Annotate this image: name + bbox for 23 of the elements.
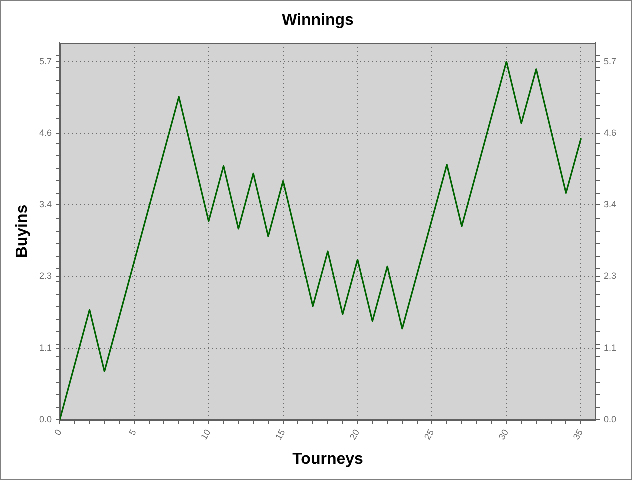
- chart-title: Winnings: [282, 12, 354, 30]
- y-tick-label: 0.0: [39, 414, 52, 424]
- y2-tick-label: 5.7: [604, 56, 617, 66]
- y-tick-label: 2.3: [39, 271, 52, 282]
- y-tick-label: 4.6: [39, 128, 52, 138]
- x-tick-label: 15: [274, 428, 288, 442]
- y-tick-label: 3.4: [39, 200, 52, 210]
- y2-tick-label: 1.1: [604, 342, 617, 353]
- y-tick-label: 5.7: [39, 56, 52, 66]
- y2-tick-label: 2.3: [604, 271, 617, 282]
- x-axis-title: Tourneys: [292, 450, 364, 468]
- y2-tick-label: 4.6: [604, 128, 617, 138]
- x-tick-label: 35: [571, 428, 585, 442]
- y2-tick-label: 3.4: [604, 200, 617, 210]
- x-tick-label: 10: [199, 428, 213, 442]
- y-axis-title: Buyins: [14, 204, 32, 258]
- x-tick-label: 20: [348, 428, 362, 442]
- y2-tick-label: 0.0: [604, 414, 617, 424]
- x-tick-label: 5: [127, 428, 138, 438]
- x-tick-label: 30: [496, 428, 511, 442]
- x-tick-label: 0: [52, 428, 64, 438]
- x-tick-label: 25: [422, 428, 436, 442]
- y-tick-label: 1.1: [39, 342, 52, 353]
